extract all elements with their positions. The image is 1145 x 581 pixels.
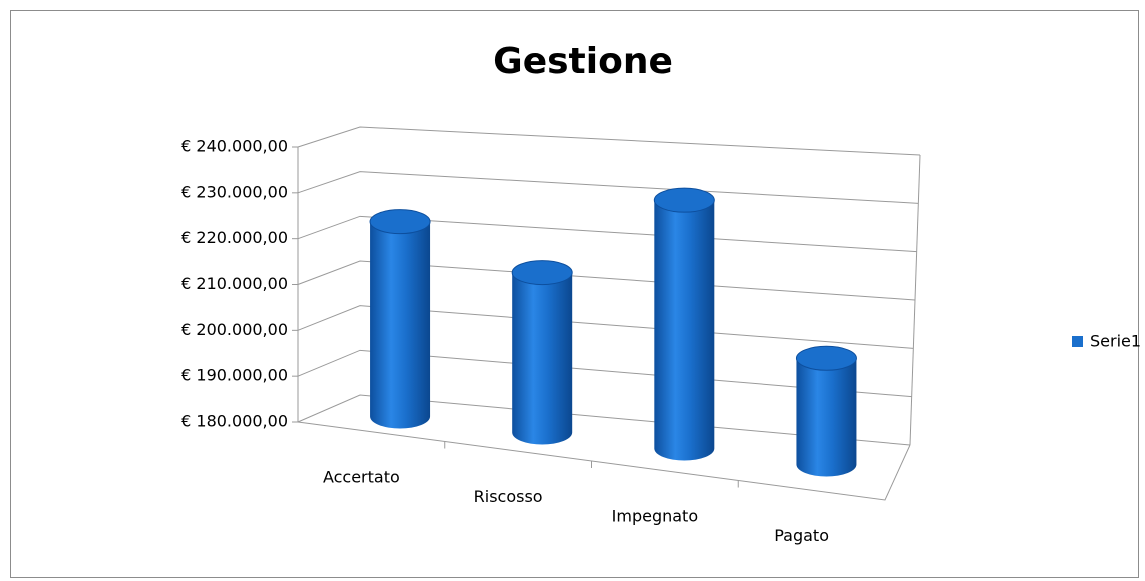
y-tick-label: € 200.000,00 (181, 320, 288, 339)
cylinder (369, 209, 431, 429)
grid-line (297, 215, 917, 253)
chart-border (10, 10, 1139, 578)
cylinder-body (512, 272, 573, 445)
x-tick-label: Pagato (774, 526, 829, 545)
legend-label: Serie1 (1090, 332, 1141, 351)
x-tick-label: Riscosso (474, 487, 543, 506)
floor-edge (297, 421, 911, 501)
legend-swatch (1072, 336, 1083, 347)
y-tick-label: € 220.000,00 (181, 228, 288, 247)
cylinder-top (653, 187, 715, 213)
y-tick-label: € 240.000,00 (181, 137, 288, 156)
cylinder-top (369, 209, 431, 235)
grid-line (297, 349, 912, 398)
cylinder (795, 345, 857, 477)
grid-line (297, 394, 911, 446)
grid-line (297, 260, 916, 301)
cylinder-body (654, 200, 715, 461)
x-tick-label: Accertato (323, 467, 400, 486)
grid-line (297, 305, 914, 349)
cylinder (653, 187, 715, 461)
cylinder-body (370, 221, 431, 429)
cylinder-body (796, 358, 857, 477)
grid-line (297, 171, 919, 204)
y-tick-label: € 190.000,00 (181, 366, 288, 385)
cylinder-top (795, 345, 857, 371)
y-tick-label: € 230.000,00 (181, 182, 288, 201)
y-tick-label: € 180.000,00 (181, 412, 288, 431)
chart-title: Gestione (493, 41, 673, 82)
cylinder (511, 260, 573, 445)
x-tick-label: Impegnato (612, 506, 698, 525)
cylinder-top (511, 260, 573, 286)
grid-line (297, 126, 921, 156)
y-tick-label: € 210.000,00 (181, 274, 288, 293)
